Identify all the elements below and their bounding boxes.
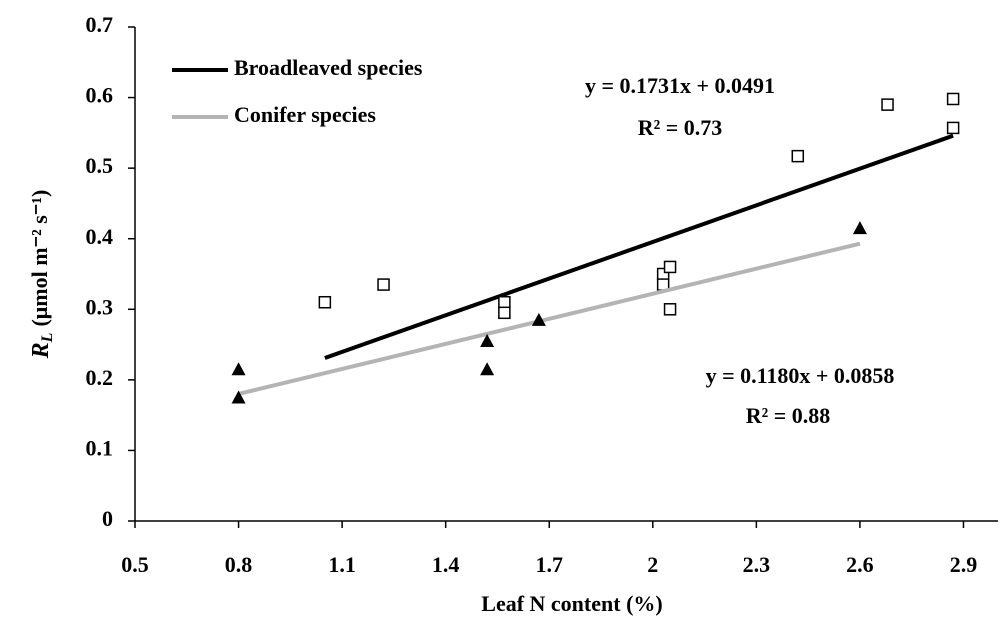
legend-label: Conifer species: [234, 102, 376, 127]
trend-line: [324, 133, 954, 360]
x-tick-label: 2.9: [950, 552, 978, 577]
y-tick-label: 0.5: [86, 153, 114, 178]
y-axis-subscript: L: [39, 332, 56, 343]
equation: y = 0.1180x + 0.0858: [706, 363, 895, 388]
point: [498, 306, 511, 320]
y-tick-label: 0.2: [86, 365, 114, 390]
x-tick-label: 1.7: [535, 552, 563, 577]
x-tick-label: 2.6: [846, 552, 874, 577]
point: [531, 312, 546, 326]
y-tick-label: 0: [102, 506, 113, 531]
point: [852, 221, 867, 235]
point: [498, 295, 511, 309]
x-tick-label: 1.4: [432, 552, 460, 577]
point: [946, 121, 960, 135]
y-tick-label: 0.3: [86, 294, 114, 319]
point: [881, 98, 894, 111]
point: [663, 303, 677, 316]
point: [663, 260, 677, 274]
x-tick-label: 2.3: [743, 552, 771, 577]
r-squared: R² = 0.73: [638, 115, 723, 140]
point: [231, 362, 246, 376]
trend-line: [238, 241, 861, 396]
x-tick-label: 0.8: [225, 552, 253, 577]
x-axis-title: Leaf N content (%): [481, 591, 662, 616]
x-tick-label: 0.5: [121, 552, 149, 577]
y-axis-unit: (μmol m⁻² s⁻¹): [27, 190, 52, 327]
legend-label: Broadleaved species: [234, 55, 423, 80]
x-tick-label: 1.1: [328, 552, 356, 577]
point: [480, 334, 495, 348]
point: [318, 295, 332, 309]
point: [946, 92, 960, 106]
point: [231, 390, 246, 404]
y-tick-label: 0.4: [86, 224, 114, 249]
x-tick-label: 2: [647, 552, 658, 577]
y-axis-symbol: R: [28, 342, 54, 359]
y-tick-label: 0.6: [86, 83, 114, 108]
y-tick-label: 0.1: [86, 435, 114, 460]
point: [480, 362, 495, 376]
r-squared: R² = 0.88: [746, 403, 831, 428]
point: [377, 278, 390, 291]
point: [791, 149, 805, 163]
equation: y = 0.1731x + 0.0491: [585, 73, 775, 98]
y-axis-title: RL (μmol m⁻² s⁻¹): [27, 190, 56, 360]
y-tick-label: 0.7: [86, 12, 114, 37]
